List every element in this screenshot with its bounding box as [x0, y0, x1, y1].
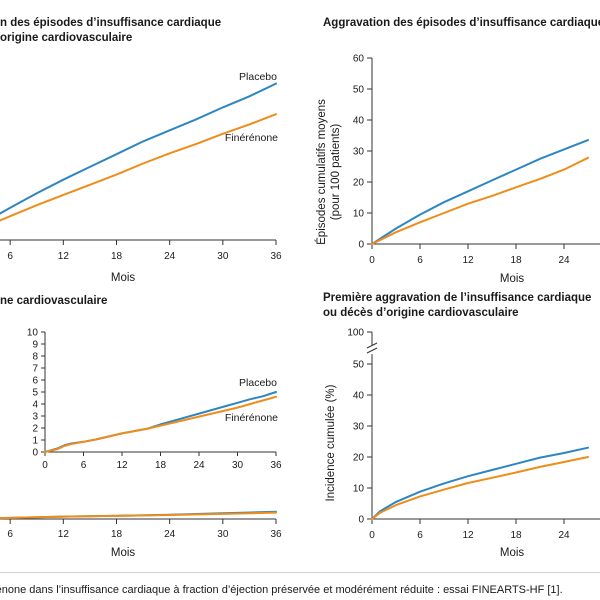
x-tick-label-bottom-left-24: 24: [164, 529, 176, 540]
y-tick-label-inset-3: 3: [32, 412, 38, 423]
y-tick-label-inset-1: 1: [32, 436, 38, 447]
chart-title-top-left: n des épisodes d’insuffisance cardiaque …: [0, 16, 221, 46]
x-axis-title-top-left: Mois: [111, 272, 136, 284]
legend-label-top-left-finerenone: Finérénone: [225, 132, 278, 144]
y-tick-label-top-right-30: 30: [353, 147, 365, 158]
y-tick-label-inset-4: 4: [32, 400, 38, 411]
y-tick-label-bottom-right-100: 100: [347, 328, 364, 339]
y-tick-label-bottom-right-40: 40: [353, 391, 365, 402]
x-tick-label-inset-12: 12: [116, 460, 128, 471]
y-tick-label-inset-8: 8: [32, 352, 38, 363]
y-tick-label-top-right-50: 50: [353, 85, 365, 96]
y-tick-label-top-right-40: 40: [353, 116, 365, 127]
x-tick-label-inset-24: 24: [193, 460, 205, 471]
x-tick-label-bottom-right-6: 6: [417, 530, 423, 541]
x-tick-label-inset-6: 6: [81, 460, 87, 471]
x-tick-label-top-right-24: 24: [558, 255, 570, 266]
x-tick-label-bottom-right-18: 18: [510, 530, 522, 541]
y-tick-label-bottom-right-30: 30: [353, 422, 365, 433]
chart-title-top-left-line1: n des épisodes d’insuffisance cardiaque: [0, 17, 222, 29]
chart-title-bottom-left-line1: ne cardiovasculaire: [0, 295, 108, 307]
x-axis-title-bottom-left: Mois: [111, 547, 136, 559]
x-tick-label-top-left-24: 24: [164, 251, 176, 262]
y-tick-label-bottom-right-20: 20: [353, 453, 365, 464]
x-tick-label-top-left-6: 6: [7, 251, 13, 262]
y-axis-title-bottom-right: Incidence cumulée (%): [325, 384, 337, 501]
x-tick-label-top-right-0: 0: [369, 255, 375, 266]
series-line-bottom-right-placebo: [371, 446, 589, 520]
chart-title-bottom-right-line1: Première aggravation de l’insuffisance c…: [323, 292, 592, 304]
y-tick-label-top-right-10: 10: [353, 209, 365, 220]
x-tick-label-inset-18: 18: [155, 460, 167, 471]
y-tick-label-inset-0: 0: [32, 448, 38, 459]
y-tick-label-inset-2: 2: [32, 424, 38, 435]
figure-caption: rénone dans l’insuffisance cardiaque à f…: [0, 584, 563, 596]
x-tick-label-top-right-18: 18: [510, 255, 522, 266]
x-tick-label-bottom-left-6: 6: [7, 529, 13, 540]
chart-title-bottom-right: Première aggravation de l’insuffisance c…: [323, 291, 591, 321]
y-axis-title-top-right-line1: Épisodes cumulatifs moyens: [315, 99, 328, 245]
x-tick-label-bottom-right-12: 12: [462, 530, 474, 541]
series-line-bottom-left-finerenone: [0, 511, 277, 520]
caption-divider: [0, 572, 600, 573]
x-tick-label-top-left-30: 30: [217, 251, 229, 262]
x-tick-label-top-left-12: 12: [58, 251, 70, 262]
legend-label-inset-finerenone: Finérénone: [225, 412, 278, 424]
chart-title-top-right: Aggravation des épisodes d’insuffisance …: [323, 16, 600, 31]
chart-title-top-right-line1: Aggravation des épisodes d’insuffisance …: [323, 17, 600, 29]
legend-label-top-left-placebo: Placebo: [239, 71, 277, 83]
y-tick-label-inset-5: 5: [32, 388, 38, 399]
series-line-top-right-placebo: [371, 139, 589, 245]
y-tick-label-inset-9: 9: [32, 340, 38, 351]
y-tick-label-top-right-0: 0: [358, 240, 364, 251]
series-line-top-right-finerenone: [371, 156, 589, 245]
x-tick-label-bottom-right-0: 0: [369, 530, 375, 541]
x-tick-label-top-left-36: 36: [270, 251, 282, 262]
y-tick-label-top-right-60: 60: [353, 54, 365, 65]
y-axis-title-top-right-line2: (pour 100 patients): [330, 124, 342, 221]
axis-break-mark-2: [366, 342, 378, 349]
chart-title-bottom-right-line2: ou décès d’origine cardiovasculaire: [323, 307, 519, 319]
x-axis-title-top-right: Mois: [500, 273, 525, 285]
series-line-bottom-right-finerenone: [371, 456, 589, 520]
x-axis-title-bottom-right: Mois: [500, 547, 525, 559]
x-tick-label-inset-36: 36: [270, 460, 282, 471]
series-line-top-left-placebo: [0, 82, 277, 215]
chart-title-bottom-left: ne cardiovasculaire: [0, 294, 107, 309]
series-line-inset-finerenone: [44, 395, 277, 453]
axis-break-mark-1: [366, 347, 378, 354]
y-tick-label-bottom-right-0: 0: [358, 515, 364, 526]
y-tick-label-top-right-20: 20: [353, 178, 365, 189]
x-tick-label-bottom-left-12: 12: [58, 529, 70, 540]
x-tick-label-inset-0: 0: [42, 460, 48, 471]
y-tick-label-bottom-right-50: 50: [353, 360, 365, 371]
x-tick-label-bottom-left-30: 30: [217, 529, 229, 540]
x-tick-label-bottom-right-24: 24: [558, 530, 570, 541]
chart-title-top-left-line2: origine cardiovasculaire: [0, 32, 133, 44]
x-tick-label-bottom-left-36: 36: [270, 529, 282, 540]
y-tick-label-inset-7: 7: [32, 364, 38, 375]
x-tick-label-bottom-left-18: 18: [111, 529, 123, 540]
series-line-top-left-finerenone: [0, 113, 277, 222]
legend-label-inset-placebo: Placebo: [239, 377, 277, 389]
x-tick-label-top-right-6: 6: [417, 255, 423, 266]
x-tick-label-top-left-18: 18: [111, 251, 123, 262]
y-tick-label-bottom-right-10: 10: [353, 484, 365, 495]
y-tick-label-inset-6: 6: [32, 376, 38, 387]
y-tick-label-inset-10: 10: [27, 328, 39, 339]
x-tick-label-top-right-12: 12: [462, 255, 474, 266]
x-tick-label-inset-30: 30: [232, 460, 244, 471]
